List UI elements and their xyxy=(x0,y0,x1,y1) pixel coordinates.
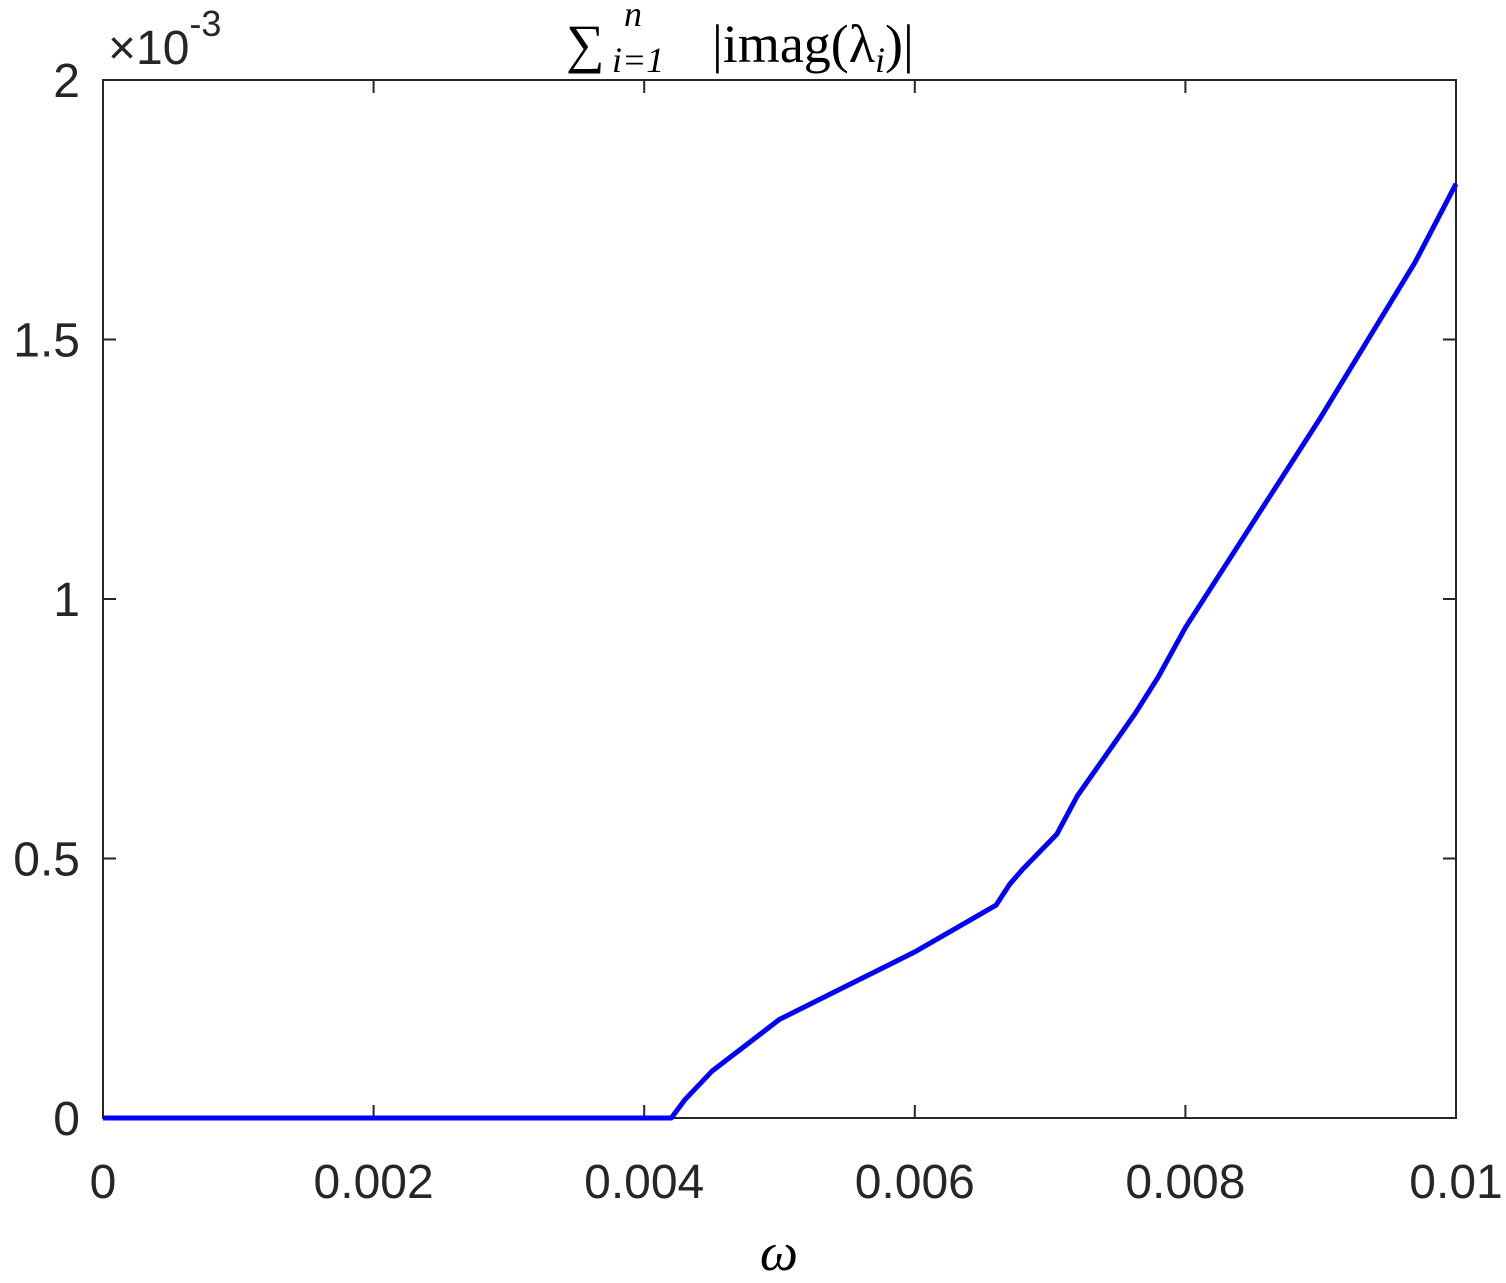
y-tick-label: 1.5 xyxy=(13,315,80,368)
title-sup: n xyxy=(624,0,642,34)
x-tick-label: 0.006 xyxy=(855,1156,975,1209)
x-tick-label: 0.004 xyxy=(584,1156,704,1209)
x-tick-label: 0.01 xyxy=(1409,1156,1502,1209)
exponent-power: -3 xyxy=(189,3,221,44)
x-tick-label: 0.008 xyxy=(1125,1156,1245,1209)
x-tick-label: 0 xyxy=(90,1156,117,1209)
exponent-base: ×10 xyxy=(108,22,189,75)
y-tick-label: 2 xyxy=(53,55,80,108)
chart-title: ∑ i=1 n |imag(λi)| xyxy=(566,0,914,80)
title-body-sub: i xyxy=(875,40,885,80)
title-sum: ∑ xyxy=(566,14,605,74)
title-body: |imag(λ xyxy=(712,14,875,74)
y-tick-label: 0 xyxy=(53,1093,80,1146)
y-tick-label: 0.5 xyxy=(13,834,80,887)
plot-box xyxy=(102,79,1457,1119)
x-tick-label: 0.002 xyxy=(314,1156,434,1209)
data-line xyxy=(103,182,1459,1121)
title-close: )| xyxy=(885,14,914,74)
y-tick-label: 1 xyxy=(53,574,80,627)
title-sub: i=1 xyxy=(612,40,664,80)
x-axis-label: ω xyxy=(760,1222,798,1282)
y-exponent: ×10-3 xyxy=(108,3,221,75)
